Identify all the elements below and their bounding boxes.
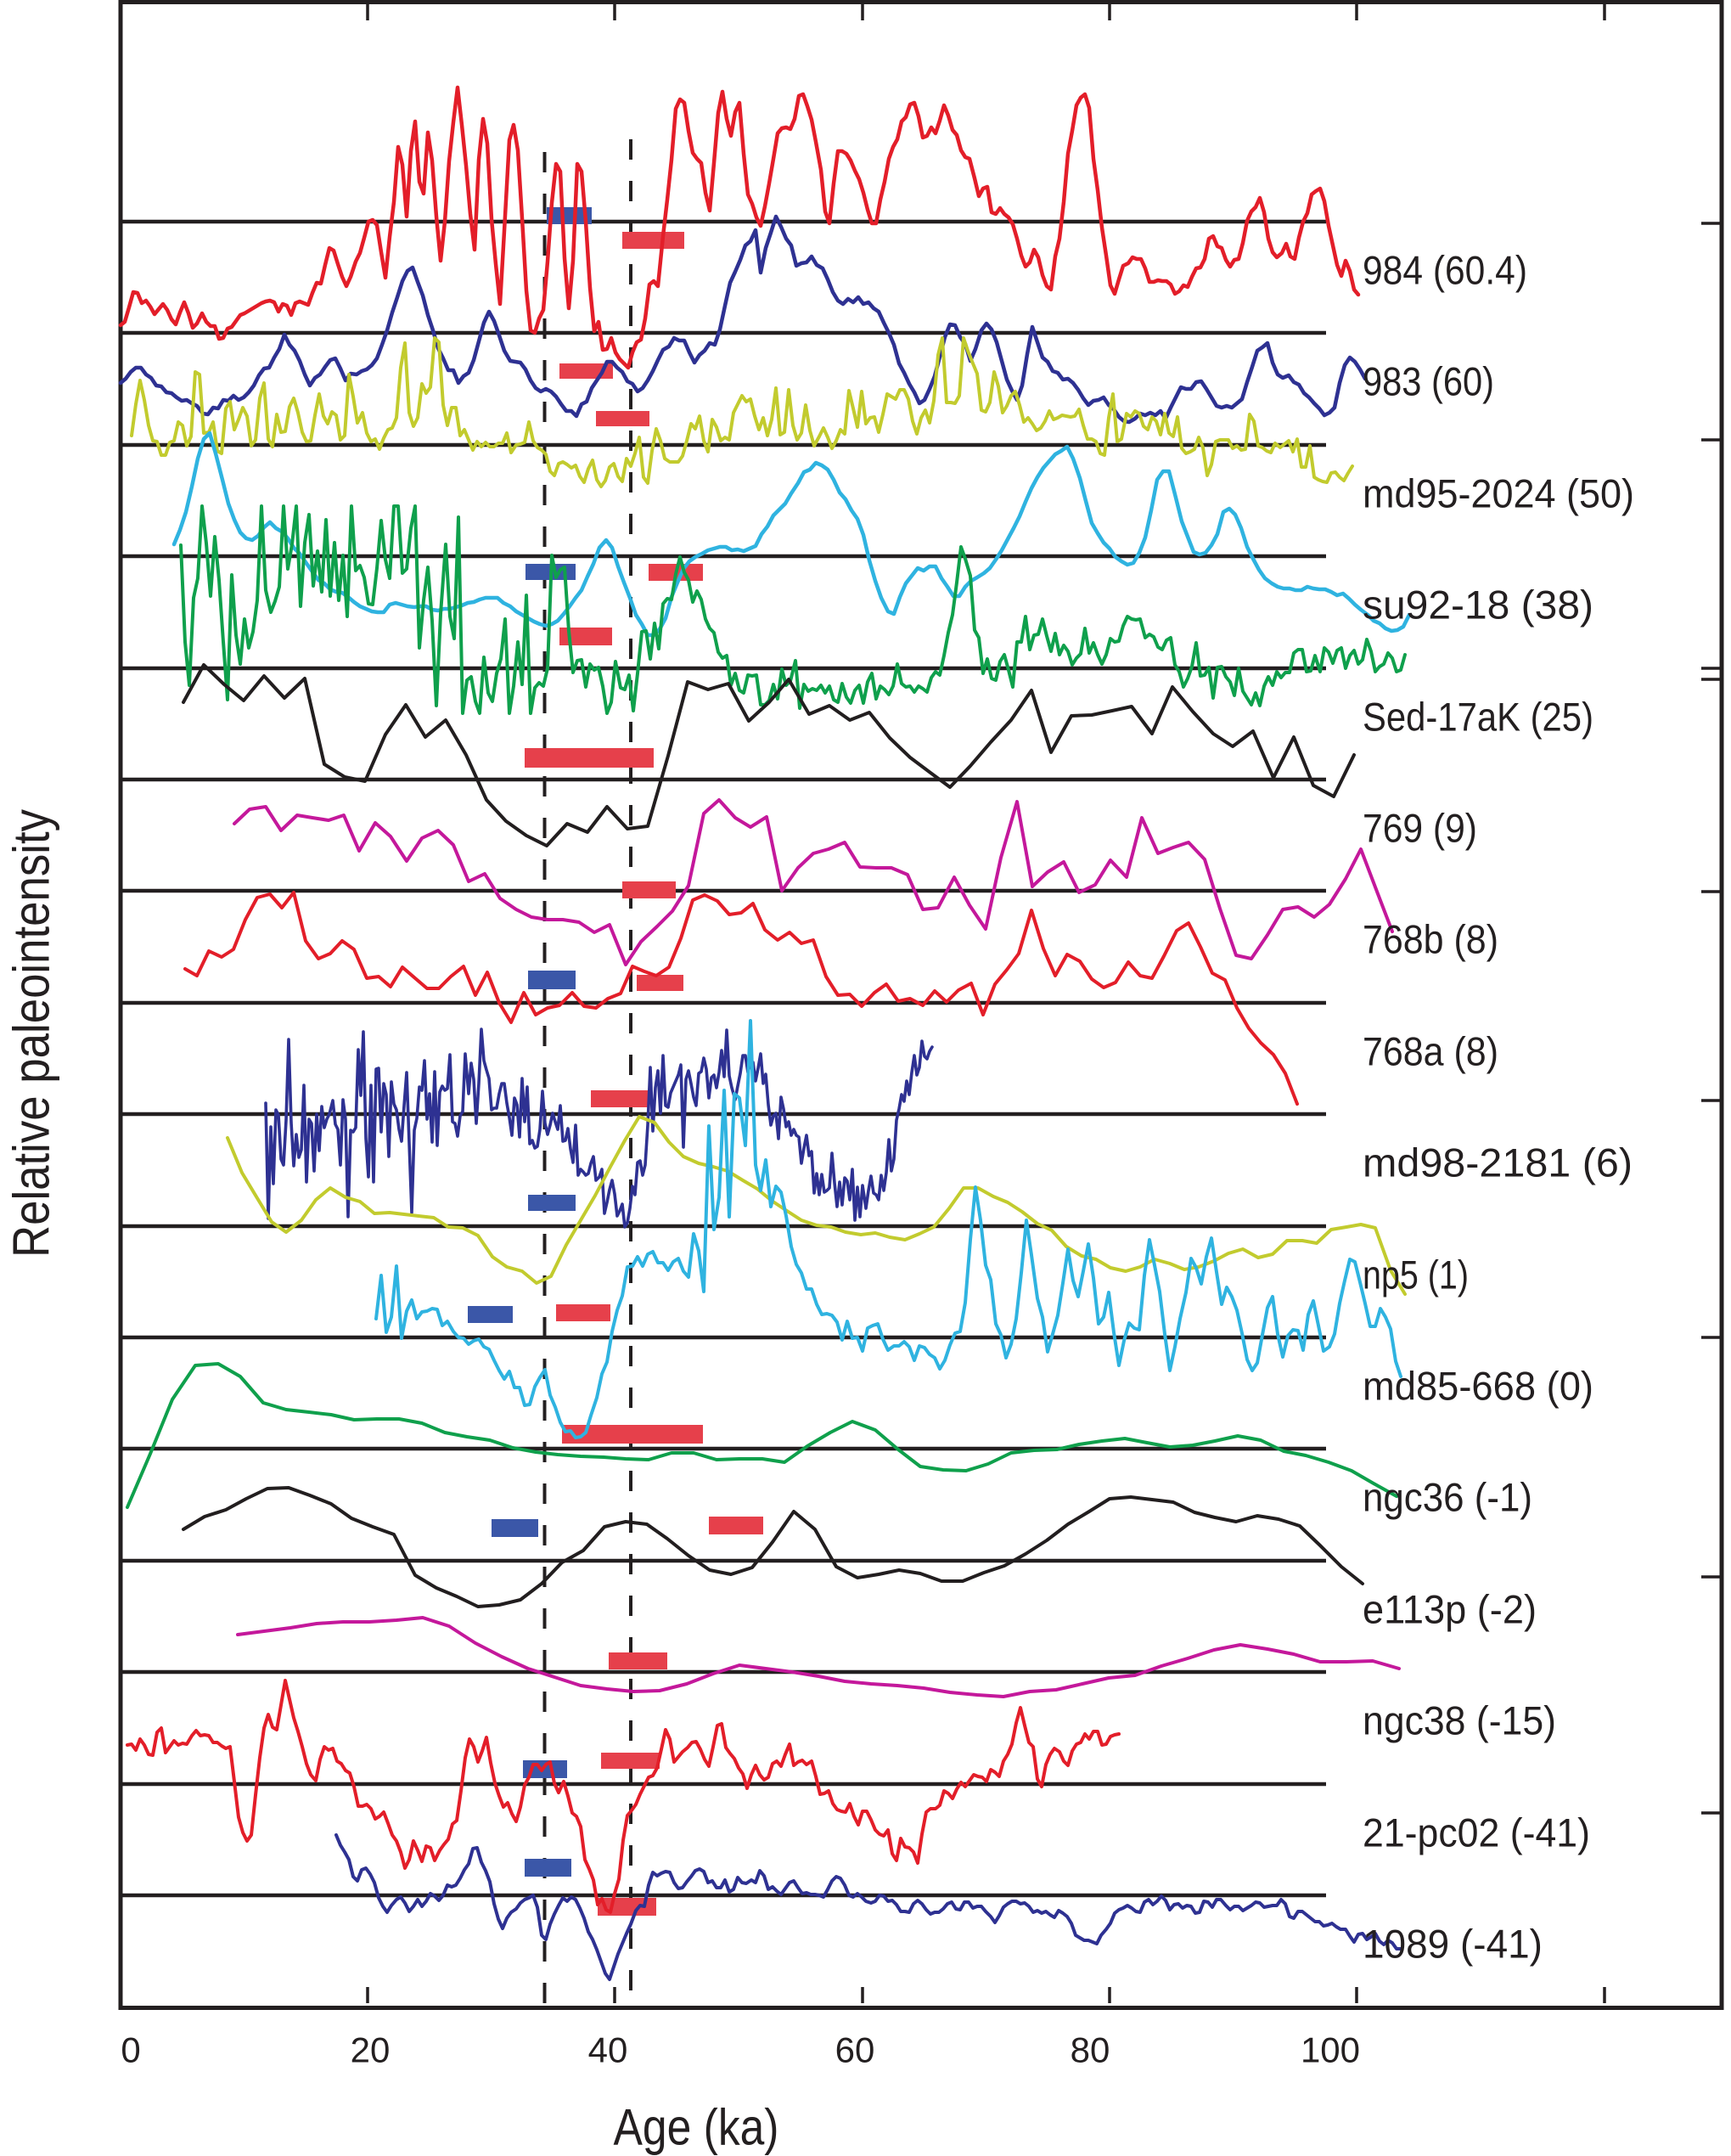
svg-text:e113p (-2): e113p (-2) xyxy=(1363,1587,1537,1632)
svg-text:md98-2181 (6): md98-2181 (6) xyxy=(1363,1140,1633,1185)
svg-text:40: 40 xyxy=(588,2030,628,2070)
svg-text:ngc38 (-15): ngc38 (-15) xyxy=(1363,1698,1556,1743)
svg-text:su92-18 (38): su92-18 (38) xyxy=(1363,583,1593,628)
svg-text:Age (ka): Age (ka) xyxy=(614,2099,779,2156)
svg-text:md85-668 (0): md85-668 (0) xyxy=(1363,1364,1593,1409)
svg-text:60: 60 xyxy=(835,2030,875,2070)
svg-text:768a (8): 768a (8) xyxy=(1363,1029,1498,1074)
svg-text:np5 (1): np5 (1) xyxy=(1363,1253,1469,1298)
svg-text:80: 80 xyxy=(1071,2030,1110,2070)
svg-text:769 (9): 769 (9) xyxy=(1363,806,1477,851)
svg-text:1089 (-41): 1089 (-41) xyxy=(1363,1922,1543,1967)
svg-text:20: 20 xyxy=(351,2030,391,2070)
svg-text:768b (8): 768b (8) xyxy=(1363,917,1498,962)
svg-text:0: 0 xyxy=(121,2030,140,2070)
svg-text:100: 100 xyxy=(1301,2030,1360,2070)
svg-text:984 (60.4): 984 (60.4) xyxy=(1363,248,1527,293)
svg-text:983 (60): 983 (60) xyxy=(1363,359,1494,404)
svg-text:ngc36 (-1): ngc36 (-1) xyxy=(1363,1475,1532,1520)
svg-text:md95-2024 (50): md95-2024 (50) xyxy=(1363,471,1634,516)
svg-text:Relative paleointensity: Relative paleointensity xyxy=(3,809,60,1258)
svg-text:Sed-17aK (25): Sed-17aK (25) xyxy=(1363,695,1593,740)
svg-text:21-pc02 (-41): 21-pc02 (-41) xyxy=(1363,1810,1590,1855)
